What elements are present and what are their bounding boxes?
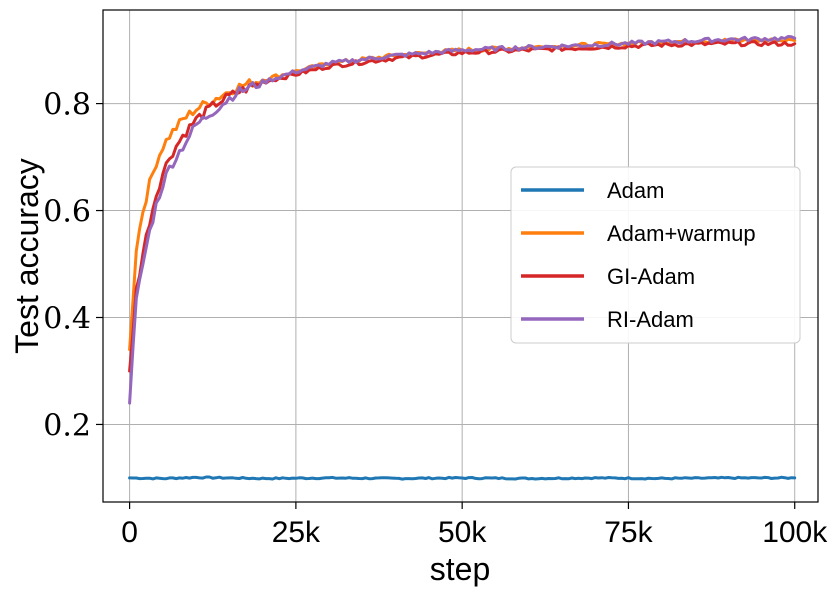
y-tick-label: 0.4 <box>43 302 91 337</box>
series-line-adam <box>128 475 797 481</box>
series-lines <box>128 35 797 481</box>
x-tick-label: 25k <box>272 516 321 549</box>
y-tick-label: 0.6 <box>43 195 91 230</box>
series-line-ri-adam <box>128 35 797 405</box>
legend-frame <box>510 166 801 344</box>
x-tick-label: 0 <box>121 516 138 549</box>
plot-frame <box>102 9 819 503</box>
legend-label: Adam+warmup <box>607 221 756 246</box>
x-tick-label: 75k <box>604 516 653 549</box>
y-tick-label: 0.2 <box>43 408 91 443</box>
y-axis-title: Test accuracy <box>9 158 45 354</box>
y-axis: 0.2 0.4 0.6 0.8 <box>43 88 103 443</box>
x-tick-label: 100k <box>762 516 828 549</box>
x-axis-title: step <box>430 551 490 587</box>
y-tick-label: 0.8 <box>43 88 91 123</box>
x-tick-label: 50k <box>438 516 487 549</box>
legend: Adam Adam+warmup GI-Adam RI-Adam <box>510 166 801 344</box>
legend-label: RI-Adam <box>607 307 694 332</box>
legend-label: Adam <box>607 178 664 203</box>
x-axis: 0 25k 50k 75k 100k <box>121 502 828 549</box>
legend-label: GI-Adam <box>607 264 695 289</box>
